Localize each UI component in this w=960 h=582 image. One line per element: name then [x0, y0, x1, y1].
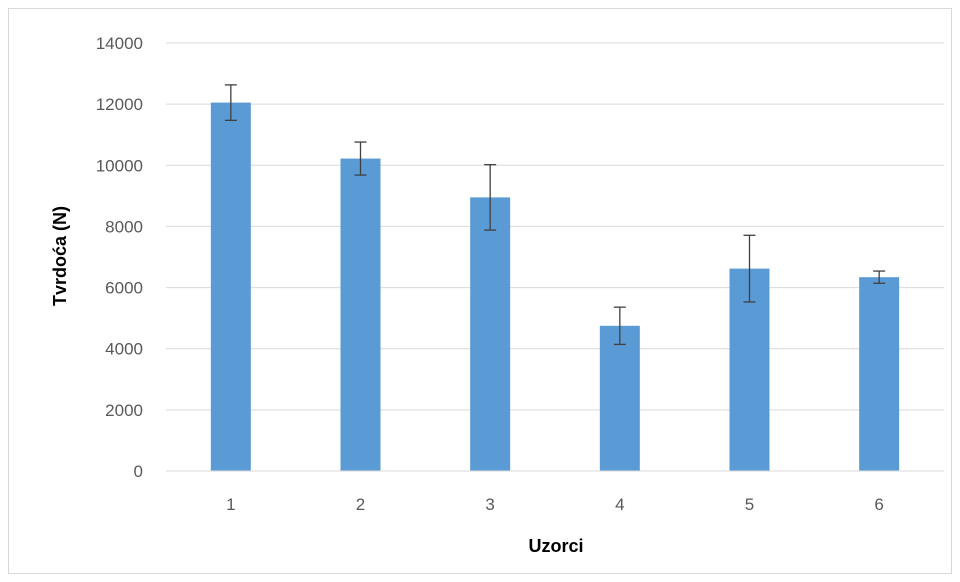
- y-tick-label: 14000: [96, 34, 143, 53]
- x-tick-label: 1: [226, 495, 235, 514]
- error-bars: [224, 84, 886, 346]
- x-axis-title: Uzorci: [528, 536, 583, 556]
- x-axis-ticks: 1 2 3 4 5 6: [226, 495, 884, 514]
- x-tick-label: 3: [485, 495, 494, 514]
- error-bar-3: [484, 164, 497, 231]
- y-tick-label: 8000: [105, 217, 143, 236]
- y-tick-label: 6000: [105, 279, 143, 298]
- error-bar-5: [743, 234, 756, 303]
- error-bar-4: [613, 306, 626, 346]
- y-tick-label: 0: [134, 462, 143, 481]
- bar-2: [340, 158, 381, 471]
- y-tick-label: 12000: [96, 95, 143, 114]
- error-bar-6: [873, 270, 886, 284]
- y-tick-label: 4000: [105, 340, 143, 359]
- error-bar-2: [354, 141, 367, 176]
- y-axis-title: Tvrdoća (N): [50, 206, 70, 306]
- x-tick-label: 4: [615, 495, 624, 514]
- bars: [210, 102, 900, 471]
- y-tick-label: 10000: [96, 156, 143, 175]
- bar-4: [599, 325, 640, 471]
- gridlines: [166, 42, 944, 411]
- y-tick-label: 2000: [105, 401, 143, 420]
- bar-3: [470, 197, 511, 471]
- y-axis-ticks: 0 2000 4000 6000 8000 10000 12000 14000: [96, 34, 143, 481]
- bar-1: [210, 102, 251, 471]
- x-tick-label: 5: [745, 495, 754, 514]
- error-bar-1: [224, 84, 237, 121]
- bar-6: [859, 277, 900, 471]
- x-tick-label: 2: [356, 495, 365, 514]
- x-tick-label: 6: [874, 495, 883, 514]
